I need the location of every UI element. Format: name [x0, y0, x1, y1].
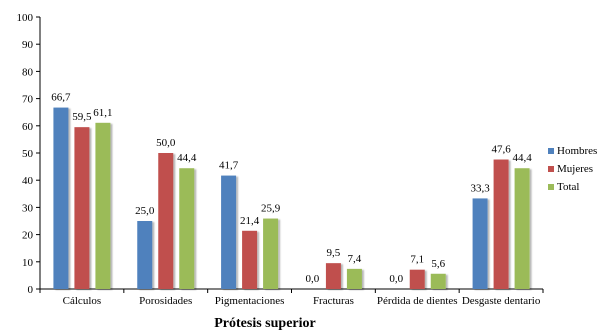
- legend-label: Total: [557, 181, 579, 193]
- bar: [472, 198, 488, 289]
- data-labels: 66,759,5 61,125,050,044,441,721,425,90,09…: [51, 92, 532, 285]
- x-category-label: Pérdida de dientes: [377, 295, 458, 307]
- y-tick-label: 50: [22, 148, 34, 160]
- bar: [95, 122, 111, 289]
- data-label: 25,0: [135, 205, 155, 217]
- data-label: 0,0: [389, 273, 403, 285]
- bar: [221, 175, 237, 289]
- bar: [242, 230, 258, 289]
- bar: [346, 268, 362, 289]
- data-label: 21,4: [240, 215, 260, 227]
- bar: [179, 168, 195, 289]
- data-label: 44,4: [177, 152, 197, 164]
- x-category-label: Porosidades: [139, 295, 192, 307]
- data-label: 0,0: [306, 273, 320, 285]
- legend-swatch: [548, 148, 554, 154]
- data-label: 9,5: [327, 247, 341, 259]
- legend-swatch: [548, 184, 554, 190]
- axes: 0 10 20 30 40 50 60 70 80 90 100 Cálculos Porosidade…: [17, 12, 544, 307]
- data-label: 7,1: [410, 254, 424, 266]
- data-label: 33,3: [470, 182, 490, 194]
- y-tick-label: 60: [22, 121, 34, 133]
- bar: [263, 218, 279, 289]
- data-label: 66,7: [51, 92, 71, 104]
- bar: [137, 221, 153, 289]
- bars: [53, 107, 530, 290]
- data-label: 59,5: [72, 111, 92, 123]
- x-category-label: Desgaste dentario: [462, 295, 541, 307]
- bar: [409, 269, 425, 289]
- data-label: 7,4: [348, 253, 362, 265]
- y-tick-label: 30: [22, 202, 34, 214]
- bar: [325, 263, 341, 289]
- legend-swatch: [548, 166, 554, 172]
- legend: Hombres Mujeres Total: [548, 145, 597, 193]
- data-label: 5,6: [431, 258, 445, 270]
- bar: [74, 127, 90, 289]
- y-tick-label: 40: [22, 175, 34, 187]
- bar: [158, 153, 174, 289]
- bar: [493, 159, 509, 289]
- y-tick-label: 0: [28, 284, 34, 296]
- data-label: 61,1: [93, 107, 112, 119]
- bar: [53, 107, 69, 290]
- legend-label: Hombres: [557, 145, 597, 157]
- data-label: 41,7: [219, 160, 239, 172]
- bar: [430, 273, 446, 289]
- y-tick-label: 80: [22, 66, 34, 78]
- x-category-label: Cálculos: [63, 295, 102, 307]
- data-label: 25,9: [261, 203, 281, 215]
- y-tick-label: 20: [22, 230, 34, 242]
- x-axis-title: Prótesis superior: [214, 316, 315, 331]
- y-tick-label: 70: [22, 94, 34, 106]
- x-category-label: Fracturas: [313, 295, 354, 307]
- bar: [514, 168, 530, 289]
- y-tick-label: 10: [22, 257, 34, 269]
- legend-label: Mujeres: [557, 163, 593, 175]
- data-label: 44,4: [512, 152, 532, 164]
- y-tick-label: 100: [17, 12, 34, 24]
- data-label: 50,0: [156, 137, 176, 149]
- x-category-label: Pigmentaciones: [215, 295, 285, 307]
- y-tick-label: 90: [22, 39, 34, 51]
- data-label: 47,6: [491, 144, 511, 156]
